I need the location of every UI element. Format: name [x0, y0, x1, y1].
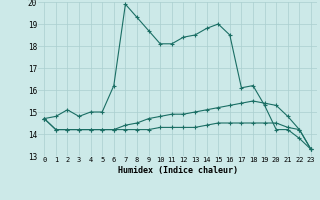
X-axis label: Humidex (Indice chaleur): Humidex (Indice chaleur) [118, 166, 238, 175]
